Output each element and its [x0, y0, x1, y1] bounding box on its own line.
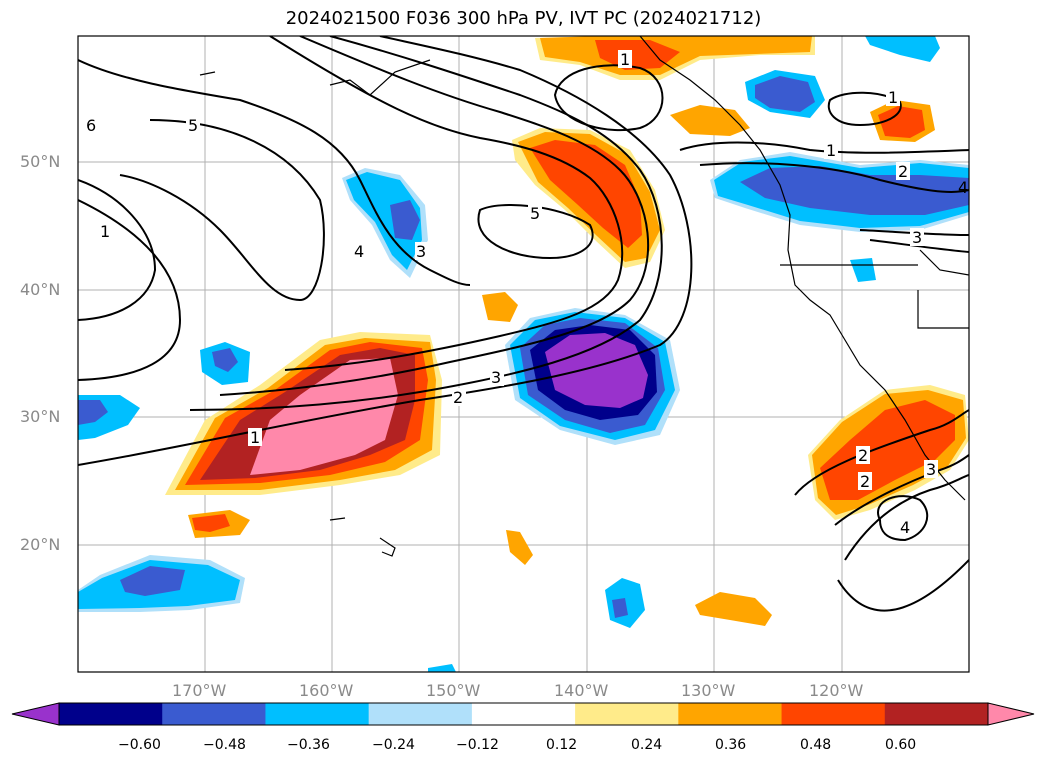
colorbar-label: 0.48 [800, 737, 832, 753]
contour-label: 3 [912, 228, 922, 247]
colorbar-cell [781, 703, 886, 725]
lat-label: 20°N [20, 535, 61, 554]
contour-label: 5 [530, 204, 540, 223]
contour-label: 6 [86, 116, 96, 135]
colorbar-cell [59, 703, 163, 725]
colorbar-label: −0.24 [372, 737, 415, 753]
ivt-shading [78, 36, 969, 672]
contour-label: 2 [898, 162, 908, 181]
colorbar-label: −0.48 [203, 737, 246, 753]
contour-label: 2 [453, 388, 463, 407]
pv-contours [78, 36, 969, 612]
lat-label: 30°N [20, 407, 61, 426]
contour-label: 3 [416, 242, 426, 261]
colorbar-label: 0.36 [715, 737, 747, 753]
map-plot: 1 2 3 3 4 5 5 6 1 1 1 2 3 4 1 [77, 35, 970, 673]
contour-label: 1 [100, 222, 110, 241]
contour-label: 3 [926, 460, 936, 479]
lon-label: 170°W [172, 681, 227, 700]
colorbar-cell [884, 703, 989, 725]
lat-label: 40°N [20, 280, 61, 299]
contour-label: 5 [188, 116, 198, 135]
colorbar-frame [58, 702, 989, 726]
colorbar-cell [678, 703, 783, 725]
lon-label: 160°W [299, 681, 354, 700]
colorbar-label: −0.60 [118, 737, 161, 753]
colorbar-label: −0.36 [287, 737, 330, 753]
chart-title: 2024021500 F036 300 hPa PV, IVT PC (2024… [285, 8, 762, 29]
contour-label: 2 [860, 472, 870, 491]
contour-label: 1 [888, 88, 898, 107]
colorbar-label: 0.12 [546, 737, 578, 753]
lon-label: 120°W [809, 681, 864, 700]
colorbar-cells [59, 703, 989, 725]
colorbar-cell [265, 703, 370, 725]
contour-label: 4 [958, 178, 968, 197]
colorbar-cell [368, 703, 473, 725]
colorbar-extend-right [987, 702, 1035, 726]
contour-label: 3 [491, 368, 501, 387]
contour-label: 4 [900, 518, 910, 537]
lon-label: 140°W [554, 681, 609, 700]
colorbar-cell [575, 703, 679, 725]
colorbar-label: 0.60 [885, 737, 917, 753]
contour-label: 1 [620, 50, 630, 69]
colorbar-extend-left [11, 702, 60, 726]
colorbar-label: −0.12 [456, 737, 499, 753]
lat-label: 50°N [20, 152, 61, 171]
contour-label: 1 [826, 141, 836, 160]
colorbar-cell [162, 703, 266, 725]
colorbar-cell [471, 703, 576, 725]
contour-label: 1 [250, 428, 260, 447]
lon-label: 130°W [681, 681, 736, 700]
contour-label: 4 [354, 242, 364, 261]
plot-frame [77, 35, 970, 673]
colorbar-label: 0.24 [631, 737, 663, 753]
lon-label: 150°W [426, 681, 481, 700]
contour-labels: 1 2 3 3 4 5 5 6 1 1 1 2 3 4 1 [86, 50, 968, 537]
contour-label: 2 [858, 446, 868, 465]
